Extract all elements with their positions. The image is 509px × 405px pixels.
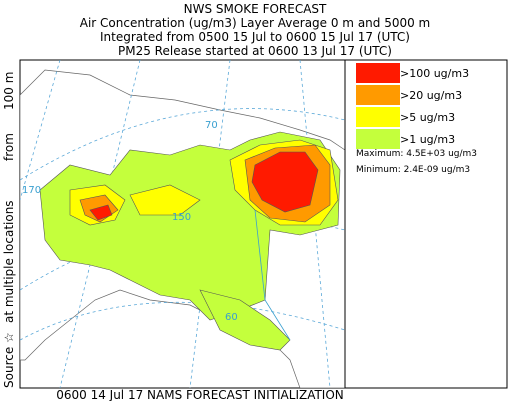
legend-label: >5 ug/m3 (400, 111, 455, 124)
legend-swatch (356, 85, 400, 105)
map: 70 170 150 60 (19, 59, 346, 389)
legend: >100 ug/m3 >20 ug/m3 >5 ug/m3 >1 ug/m3 Maxi… (344, 59, 508, 389)
border (254, 209, 291, 341)
subtitle: PM25 Release started at 0600 13 Jul 17 (… (118, 44, 392, 58)
source-part: at multiple locations (2, 200, 16, 323)
subtitle: Integrated from 0500 15 Jul to 0600 15 J… (100, 30, 410, 44)
smoke-area (199, 289, 291, 351)
source-part: from (2, 133, 16, 161)
legend-label: >1 ug/m3 (400, 133, 455, 146)
legend-swatch (356, 63, 400, 83)
subtitle: Air Concentration (ug/m3) Layer Average … (80, 16, 431, 30)
legend-label: >100 ug/m3 (400, 67, 469, 80)
grid-label: 60 (225, 312, 238, 323)
source-part: Source ☆ (2, 332, 16, 388)
source-label: Source ☆ at multiple locations from 100 … (2, 72, 16, 388)
grid-label: 150 (172, 212, 191, 223)
grid-label: 70 (205, 120, 218, 131)
footer: 0600 14 Jul 17 NAMS FORECAST INITIALIZAT… (56, 388, 344, 401)
maximum: Maximum: 4.5E+03 ug/m3 (356, 149, 477, 159)
legend-label: >20 ug/m3 (400, 89, 462, 102)
title: NWS SMOKE FORECAST (184, 2, 327, 16)
grid-label: 170 (22, 185, 41, 196)
minimum: Minimum: 2.4E-09 ug/m3 (356, 165, 470, 175)
legend-swatch (356, 129, 400, 149)
legend-swatch (356, 107, 400, 127)
source-part: 100 m (2, 72, 16, 110)
smoke-area (89, 151, 319, 221)
